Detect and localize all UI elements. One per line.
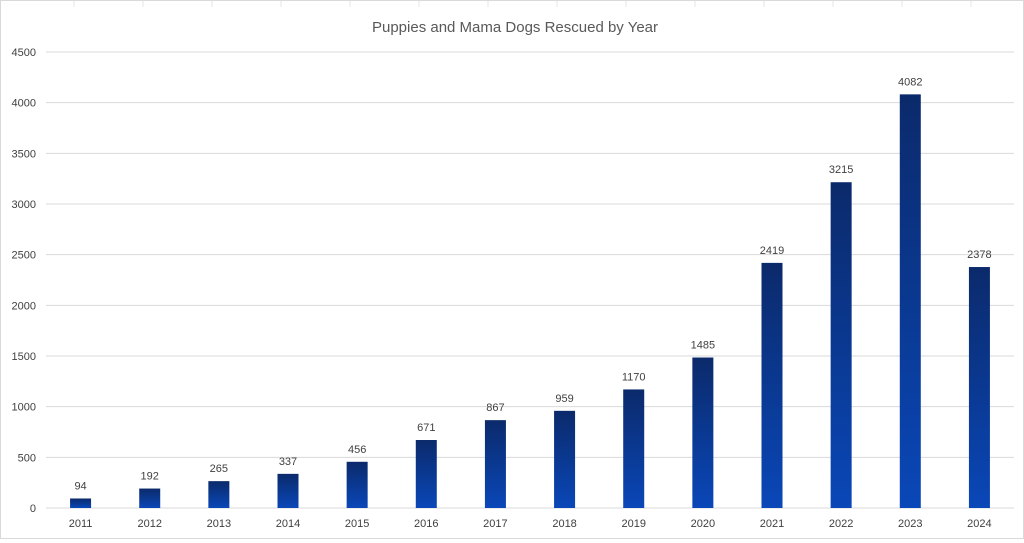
data-label-2018: 959	[555, 393, 573, 405]
gridlines	[46, 51, 1014, 509]
bar-2012	[139, 488, 161, 508]
data-label-2014: 337	[279, 456, 297, 468]
bar-2018	[554, 410, 576, 508]
x-tick-label-2024: 2024	[967, 518, 991, 530]
y-tick-label: 1500	[12, 351, 36, 363]
y-tick-label: 1000	[12, 402, 36, 414]
y-tick-label: 4500	[12, 47, 36, 59]
x-tick-label-2014: 2014	[276, 518, 300, 530]
data-label-2020: 1485	[691, 340, 715, 352]
bar-2020	[692, 357, 714, 508]
data-label-2012: 192	[141, 471, 159, 483]
y-tick-label: 2000	[12, 300, 36, 312]
bars	[70, 94, 990, 509]
bar-2015	[346, 461, 368, 508]
data-label-2022: 3215	[829, 164, 853, 176]
data-label-2016: 671	[417, 422, 435, 434]
x-tick-label-2021: 2021	[760, 518, 784, 530]
x-tick-label-2011: 2011	[69, 518, 93, 530]
x-tick-label-2023: 2023	[898, 518, 922, 530]
bar-2022	[830, 182, 852, 509]
bar-2021	[761, 262, 783, 508]
data-label-2015: 456	[348, 444, 366, 456]
x-tick-label-2013: 2013	[207, 518, 231, 530]
chart-title: Puppies and Mama Dogs Rescued by Year	[372, 19, 658, 36]
x-tick-label-2022: 2022	[829, 518, 853, 530]
x-tick-label-2020: 2020	[691, 518, 715, 530]
x-tick-label-2016: 2016	[414, 518, 438, 530]
bar-2011	[70, 498, 92, 508]
x-tick-label-2015: 2015	[345, 518, 369, 530]
data-label-2024: 2378	[967, 249, 991, 261]
y-tick-label: 3000	[12, 199, 36, 211]
data-label-2013: 265	[210, 463, 228, 475]
bar-2013	[208, 481, 230, 508]
bar-2024	[968, 267, 990, 508]
y-tick-label: 500	[18, 452, 36, 464]
x-axis-ticks: 2011 2012 2013 2014 2015 2016 2017 2018 2019 2020…	[69, 518, 992, 530]
bar-2014	[277, 473, 299, 508]
x-tick-label-2018: 2018	[552, 518, 576, 530]
y-tick-label: 4000	[12, 98, 36, 110]
x-tick-label-2012: 2012	[137, 518, 161, 530]
y-tick-label: 0	[30, 503, 36, 515]
bar-2023	[899, 94, 921, 508]
data-label-2019: 1170	[622, 371, 646, 383]
x-tick-label-2019: 2019	[621, 518, 645, 530]
data-label-2023: 4082	[898, 76, 922, 88]
data-label-2021: 2419	[760, 245, 784, 257]
y-axis-ticks: 0 500 1000 1500 2000 2500 3000 3500 4000 4500	[12, 47, 36, 515]
x-tick-label-2017: 2017	[483, 518, 507, 530]
bar-2019	[623, 389, 645, 508]
bar-2016	[415, 440, 437, 508]
spreadsheet-gridlines	[73, 1, 972, 7]
bar-2017	[484, 420, 506, 508]
data-labels: 94 192 265 337 456 671 867 959 1170 1485 2419 3215 4…	[74, 76, 991, 492]
y-tick-label: 2500	[12, 250, 36, 262]
y-tick-label: 3500	[12, 148, 36, 160]
data-label-2017: 867	[486, 402, 504, 414]
data-label-2011: 94	[74, 480, 86, 492]
